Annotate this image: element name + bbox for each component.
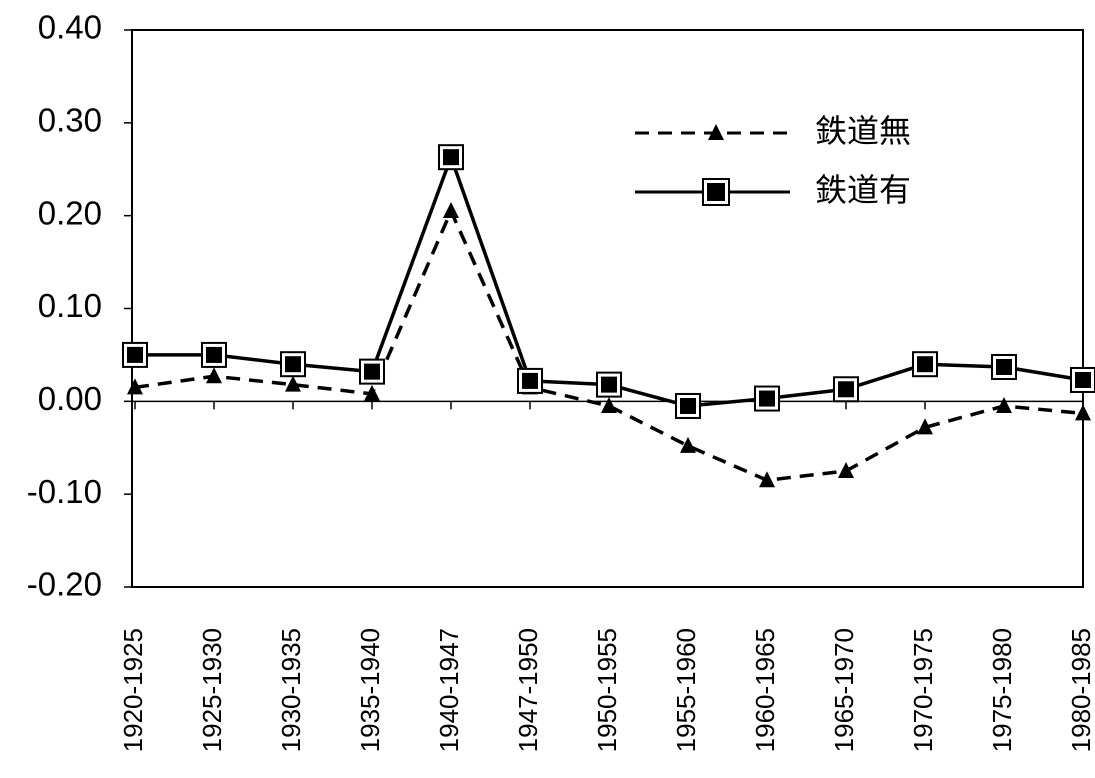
data-point-series-1 xyxy=(443,202,459,219)
data-point-series-2 xyxy=(759,390,775,407)
data-point-series-2 xyxy=(838,381,854,398)
x-tick-label: 1950-1955 xyxy=(592,628,622,752)
data-point-series-2 xyxy=(680,397,696,414)
data-point-series-2 xyxy=(364,363,380,380)
data-point-series-2 xyxy=(443,149,459,166)
x-tick-label: 1920-1925 xyxy=(118,628,148,752)
y-axis-ticks: 0.40 0.30 0.20 0.10 0.00 -0.10 -0.20 xyxy=(27,9,132,603)
data-point-series-1 xyxy=(996,396,1012,413)
x-tick-label: 1980-1985 xyxy=(1066,628,1095,752)
legend: 鉄道無 鉄道有 xyxy=(635,112,911,209)
y-tick-label: 0.00 xyxy=(38,380,102,417)
x-axis-ticks: 1920-1925 1925-1930 1930-1935 1935-1940 1940… xyxy=(118,401,1095,752)
x-tick-label: 1940-1947 xyxy=(434,628,464,752)
legend-label-series-2: 鉄道有 xyxy=(815,171,911,209)
data-point-series-1 xyxy=(680,436,696,453)
data-point-series-1 xyxy=(206,367,222,384)
data-point-series-2 xyxy=(1075,371,1091,388)
data-point-series-2 xyxy=(206,346,222,363)
data-point-series-1 xyxy=(759,471,775,488)
data-point-series-1 xyxy=(364,384,380,401)
x-tick-label: 1965-1970 xyxy=(829,628,859,752)
legend-marker-series-2 xyxy=(707,183,725,201)
y-tick-label: 0.30 xyxy=(38,102,102,139)
data-point-series-1 xyxy=(285,375,301,392)
x-tick-label: 1970-1975 xyxy=(908,628,938,752)
data-point-series-2 xyxy=(127,346,143,363)
data-point-series-2 xyxy=(917,356,933,373)
y-tick-label: -0.10 xyxy=(27,473,102,510)
x-tick-label: 1935-1940 xyxy=(355,628,385,752)
legend-label-series-1: 鉄道無 xyxy=(815,112,911,150)
data-point-series-1 xyxy=(601,396,617,413)
plot-area xyxy=(131,29,1084,588)
x-tick-label: 1960-1965 xyxy=(750,628,780,752)
legend-marker-series-1 xyxy=(708,124,724,140)
data-point-series-2 xyxy=(285,356,301,373)
x-tick-label: 1975-1980 xyxy=(987,628,1017,752)
data-point-series-2 xyxy=(601,376,617,393)
series-layer xyxy=(122,144,1095,488)
data-point-series-2 xyxy=(522,372,538,389)
x-tick-label: 1955-1960 xyxy=(671,628,701,752)
data-point-series-1 xyxy=(1075,404,1091,421)
y-tick-label: 0.40 xyxy=(38,9,102,46)
data-point-series-2 xyxy=(996,358,1012,375)
data-point-series-1 xyxy=(917,418,933,435)
y-tick-label: -0.20 xyxy=(27,566,102,603)
y-tick-label: 0.10 xyxy=(38,287,102,324)
data-point-series-1 xyxy=(838,461,854,478)
data-point-series-1 xyxy=(127,378,143,395)
y-tick-label: 0.20 xyxy=(38,194,102,231)
x-tick-label: 1925-1930 xyxy=(197,628,227,752)
x-tick-label: 1947-1950 xyxy=(513,628,543,752)
x-tick-label: 1930-1935 xyxy=(276,628,306,752)
